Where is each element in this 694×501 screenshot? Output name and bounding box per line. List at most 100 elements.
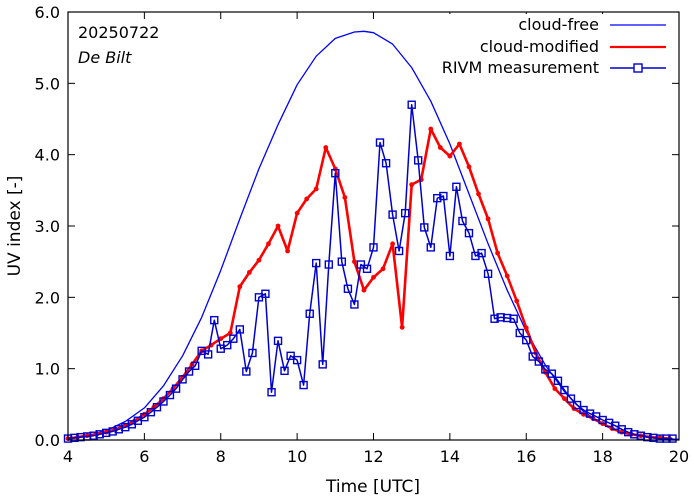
data-point-cloud-modified [313, 186, 319, 192]
data-point-cloud-modified [332, 166, 338, 172]
data-point-rivm-measurement [184, 367, 194, 376]
data-point-rivm-measurement [190, 361, 200, 371]
data-point-rivm-measurement [483, 269, 493, 278]
legend-marker-rivm-measurement [633, 63, 643, 73]
y-tick-label: 5.0 [35, 74, 60, 93]
data-point-rivm-measurement [210, 315, 219, 325]
data-point-cloud-modified [237, 284, 243, 290]
data-point-cloud-modified [399, 324, 405, 330]
data-point-rivm-measurement [522, 335, 531, 345]
data-point-rivm-measurement [400, 208, 410, 218]
data-point-cloud-modified [562, 396, 567, 402]
data-point-rivm-measurement [426, 243, 435, 252]
data-point-rivm-measurement [369, 243, 378, 252]
data-point-cloud-modified [371, 274, 376, 280]
y-tick-label: 3.0 [35, 217, 60, 236]
data-point-rivm-measurement [146, 407, 156, 417]
x-tick-label: 20 [669, 447, 689, 466]
y-axis-title: UV index [-] [5, 176, 25, 277]
data-point-rivm-measurement [509, 314, 518, 323]
data-point-rivm-measurement [299, 380, 308, 390]
data-point-rivm-measurement [305, 309, 314, 318]
data-point-rivm-measurement [261, 289, 270, 298]
data-point-rivm-measurement [624, 427, 633, 437]
data-point-rivm-measurement [394, 246, 404, 256]
data-point-cloud-modified [294, 210, 300, 216]
y-tick-label: 6.0 [35, 3, 60, 22]
data-point-rivm-measurement [223, 340, 232, 350]
data-point-cloud-modified [457, 141, 462, 147]
data-point-cloud-modified [342, 195, 348, 200]
data-point-cloud-modified [380, 266, 386, 272]
data-point-rivm-measurement [108, 427, 117, 436]
data-point-rivm-measurement [248, 348, 257, 358]
data-point-rivm-measurement [203, 350, 213, 359]
data-point-rivm-measurement [452, 182, 461, 191]
data-point-rivm-measurement [89, 431, 98, 440]
data-point-rivm-measurement [235, 325, 245, 334]
data-point-cloud-modified [485, 216, 491, 222]
legend-label-cloud-free: cloud-free [518, 15, 599, 34]
data-point-cloud-modified [352, 259, 357, 265]
data-point-rivm-measurement [541, 365, 550, 374]
series-cloud-modified [65, 126, 672, 441]
data-point-rivm-measurement [70, 433, 79, 443]
x-tick-label: 18 [592, 447, 612, 466]
data-point-rivm-measurement [547, 369, 557, 378]
data-point-rivm-measurement [140, 412, 149, 422]
data-point-rivm-measurement [159, 397, 168, 406]
data-point-rivm-measurement [152, 402, 162, 412]
data-point-rivm-measurement [566, 394, 576, 403]
data-point-rivm-measurement [515, 328, 524, 338]
legend-label-cloud-modified: cloud-modified [480, 37, 599, 56]
data-point-rivm-measurement [165, 390, 175, 400]
data-point-rivm-measurement [668, 434, 677, 443]
data-point-cloud-modified [390, 241, 395, 247]
data-point-cloud-modified [275, 223, 281, 229]
data-point-cloud-modified [495, 250, 501, 256]
x-tick-label: 14 [440, 447, 460, 466]
data-point-rivm-measurement [490, 314, 499, 323]
data-point-rivm-measurement [643, 432, 652, 442]
data-point-rivm-measurement [312, 258, 321, 268]
data-point-cloud-modified [447, 153, 453, 159]
data-point-rivm-measurement [477, 248, 486, 258]
data-point-rivm-measurement [528, 352, 537, 361]
data-point-rivm-measurement [229, 334, 238, 343]
y-tick-label: 4.0 [35, 146, 60, 165]
data-point-cloud-modified [246, 269, 252, 275]
data-point-cloud-modified [285, 248, 290, 254]
data-point-rivm-measurement [381, 159, 391, 168]
legend-label-rivm-measurement: RIVM measurement [442, 58, 599, 77]
annotation-date: 20250722 [78, 23, 159, 42]
data-point-rivm-measurement [318, 360, 327, 369]
data-point-rivm-measurement [534, 357, 544, 366]
data-point-cloud-modified [581, 411, 586, 417]
x-tick-label: 8 [216, 447, 226, 466]
data-point-rivm-measurement [433, 193, 442, 203]
data-point-cloud-modified [409, 182, 415, 188]
x-tick-label: 12 [363, 447, 383, 466]
data-point-rivm-measurement [331, 169, 340, 178]
annotation-station: De Bilt [78, 48, 132, 67]
series-line-rivm-measurement [67, 103, 673, 440]
series-rivm-measurement [63, 100, 677, 443]
data-series [63, 30, 680, 443]
data-point-cloud-modified [523, 325, 529, 331]
legend: cloud-free cloud-modified RIVM measureme… [426, 14, 676, 78]
plot-frame [67, 11, 680, 441]
data-point-cloud-modified [437, 145, 443, 150]
data-point-cloud-modified [466, 164, 472, 170]
data-point-rivm-measurement [388, 210, 397, 219]
data-point-rivm-measurement [413, 156, 423, 165]
data-point-rivm-measurement [553, 376, 563, 385]
x-tick-label: 4 [63, 447, 73, 466]
data-point-rivm-measurement [280, 366, 289, 376]
data-point-rivm-measurement [178, 375, 187, 384]
data-point-rivm-measurement [420, 223, 429, 232]
data-point-cloud-modified [428, 126, 434, 132]
data-point-rivm-measurement [324, 260, 334, 269]
data-point-cloud-modified [361, 287, 367, 293]
data-point-cloud-modified [514, 298, 520, 304]
